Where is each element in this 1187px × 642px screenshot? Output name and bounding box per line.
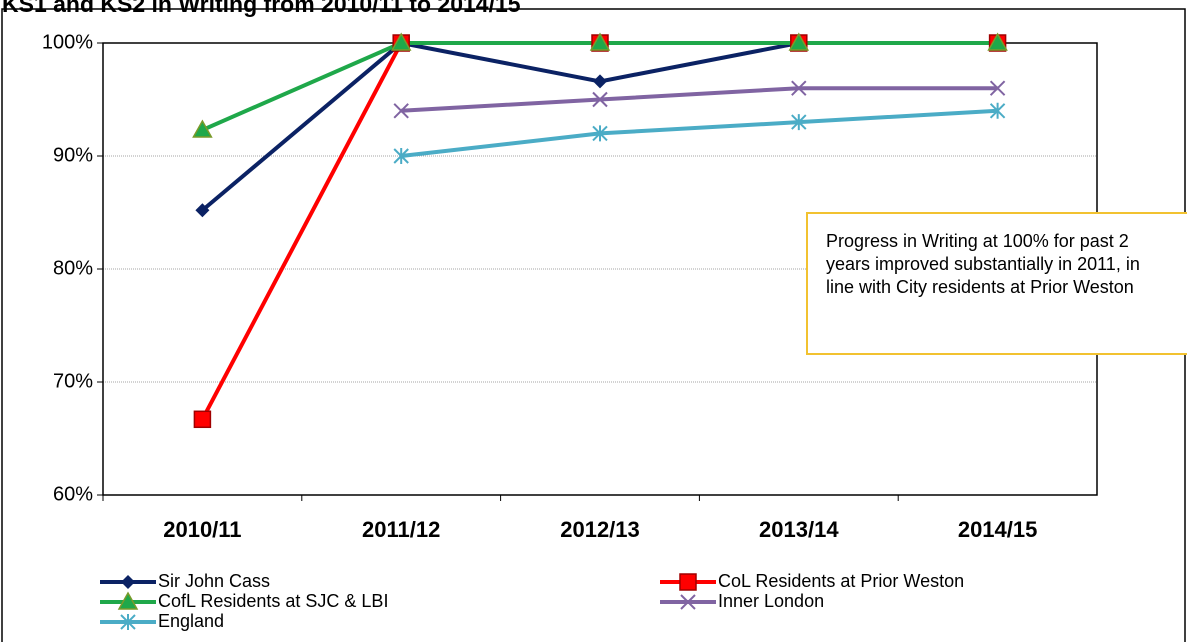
series-line — [401, 86, 998, 113]
data-point — [592, 91, 608, 108]
legend-marker — [117, 591, 139, 610]
x-tick-label: 2014/15 — [958, 517, 1038, 542]
legend-marker — [121, 575, 135, 589]
y-tick-label: 90% — [53, 144, 93, 166]
data-point — [195, 203, 210, 218]
data-point — [592, 125, 608, 142]
legend-label: Sir John Cass — [158, 571, 270, 591]
y-tick-label: 70% — [53, 370, 93, 392]
data-point — [989, 80, 1006, 96]
data-point — [393, 148, 409, 164]
legend-label: England — [158, 611, 224, 631]
y-tick-label: 100% — [42, 31, 93, 53]
data-point — [791, 114, 807, 131]
series-line — [400, 108, 998, 158]
data-point — [989, 102, 1006, 119]
data-point — [192, 119, 213, 138]
y-tick-label: 60% — [53, 483, 93, 505]
data-point — [393, 103, 409, 119]
legend-marker — [120, 614, 136, 630]
x-tick-label: 2011/12 — [362, 517, 440, 542]
y-tick-label: 80% — [53, 257, 93, 279]
data-point — [193, 410, 212, 429]
x-tick-label: 2013/14 — [759, 517, 839, 542]
x-tick-label: 2010/11 — [163, 517, 241, 542]
legend-marker — [680, 594, 696, 610]
legend-marker — [679, 573, 697, 591]
legend-label: Inner London — [718, 591, 824, 611]
legend-label: CofL Residents at SJC & LBI — [158, 591, 388, 611]
data-point — [791, 80, 807, 96]
data-point — [788, 32, 810, 51]
legend-label: CoL Residents at Prior Weston — [718, 571, 964, 591]
data-point — [987, 32, 1008, 51]
annotation: Progress in Writing at 100% for past 2 y… — [806, 212, 1187, 355]
x-tick-label: 2012/13 — [560, 517, 640, 542]
data-point — [589, 32, 611, 51]
data-point — [593, 74, 607, 89]
chart-title: KS1 and KS2 in Writing from 2010/11 to 2… — [2, 0, 521, 17]
data-point — [390, 32, 412, 51]
